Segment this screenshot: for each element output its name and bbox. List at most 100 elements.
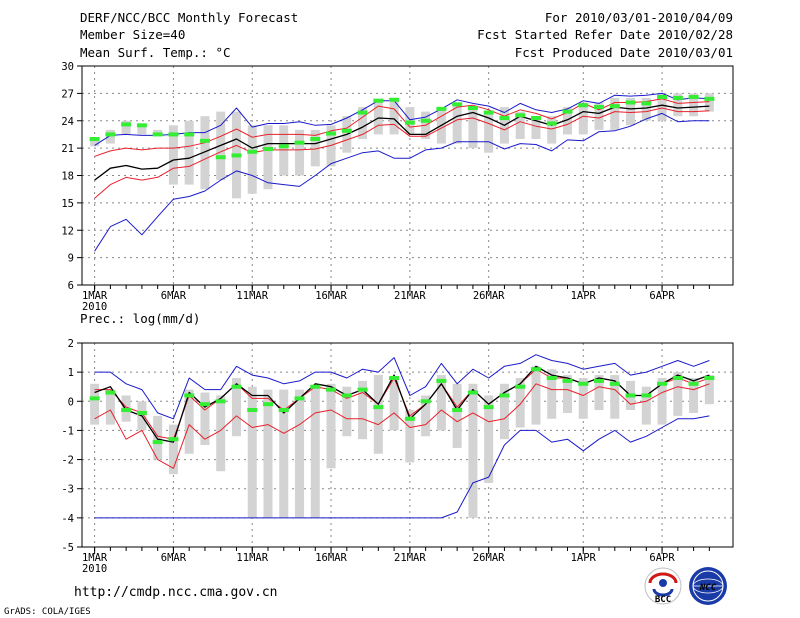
precip-title: Prec.: log(mm/d) (80, 311, 200, 326)
green-marker (436, 106, 447, 111)
ensemble-box (531, 116, 541, 139)
ensemble-box (673, 372, 683, 416)
ensemble-box (326, 383, 336, 469)
ensemble-box (468, 383, 478, 518)
y-tick-label: 1 (68, 367, 74, 379)
green-marker (546, 121, 557, 126)
ensemble-box (389, 377, 399, 431)
ensemble-box (421, 395, 431, 437)
ncc-logo: NCC (689, 567, 727, 605)
green-marker (578, 103, 589, 108)
y-tick-label: 27 (61, 88, 74, 100)
green-marker (562, 109, 573, 114)
ensemble-box (484, 111, 494, 153)
green-marker (404, 416, 415, 421)
ensemble-box (452, 383, 462, 448)
ensemble-box (704, 375, 714, 405)
green-marker (452, 102, 463, 107)
x-tick-label: 16MAR (315, 552, 347, 564)
x-tick-label: 11MAR (236, 290, 268, 302)
green-marker (515, 113, 526, 118)
green-marker (578, 381, 589, 386)
x-year-label: 2010 (82, 563, 107, 575)
ensemble-box (263, 125, 273, 190)
forecast-produced-date: Fcst Produced Date 2010/03/01 (515, 45, 733, 60)
red-lower-line (94, 107, 710, 199)
ensemble-box (515, 377, 525, 428)
green-marker (499, 116, 510, 121)
ensemble-box (263, 389, 273, 518)
green-marker (499, 393, 510, 398)
green-marker (215, 399, 226, 404)
x-year-label: 2010 (82, 301, 107, 313)
ensemble-box (153, 129, 163, 135)
ensemble-box (184, 120, 194, 185)
green-marker (215, 155, 226, 160)
ensemble-box (90, 139, 100, 147)
blue-lower-line (94, 112, 710, 252)
green-marker (452, 408, 463, 413)
ensemble-box (279, 389, 289, 518)
green-marker (641, 101, 652, 106)
green-marker (467, 105, 478, 110)
y-tick-label: 2 (68, 338, 74, 350)
green-marker (184, 132, 195, 137)
x-tick-label: 11MAR (236, 552, 268, 564)
ensemble-box (153, 415, 163, 460)
ensemble-box (562, 375, 572, 413)
ensemble-box (657, 93, 667, 121)
y-tick-label: -3 (61, 484, 74, 496)
ensemble-box (673, 93, 683, 117)
green-marker (483, 405, 494, 410)
ensemble-box (531, 366, 541, 425)
ensemble-box (310, 386, 320, 518)
ensemble-box (578, 102, 588, 135)
ensemble-box (657, 377, 667, 425)
ensemble-box (436, 375, 446, 431)
ensemble-box (358, 107, 368, 139)
green-marker (625, 393, 636, 398)
green-marker (136, 123, 147, 128)
ensemble-box (641, 386, 651, 425)
green-marker (657, 95, 668, 100)
x-tick-label: 6APR (649, 290, 675, 302)
ensemble-box (689, 93, 699, 117)
green-marker (168, 437, 179, 442)
green-marker (294, 396, 305, 401)
ensemble-box (358, 380, 368, 440)
ensemble-box (168, 125, 178, 185)
green-marker (420, 118, 431, 123)
x-tick-label: 26MAR (473, 552, 505, 564)
ensemble-box (184, 389, 194, 454)
ensemble-box (295, 129, 305, 176)
green-marker (121, 408, 132, 413)
ensemble-box (121, 120, 131, 135)
ensemble-box (216, 395, 226, 472)
x-tick-label: 6MAR (161, 290, 187, 302)
green-marker (89, 137, 100, 141)
x-tick-label: 26MAR (473, 290, 505, 302)
y-tick-label: 12 (61, 225, 74, 237)
green-marker (121, 122, 132, 127)
ensemble-box (689, 377, 699, 413)
green-marker (688, 95, 699, 100)
green-marker (136, 410, 147, 415)
green-marker (672, 375, 683, 380)
red-lower-line (94, 383, 710, 469)
green-marker (373, 405, 384, 410)
green-marker (310, 384, 321, 389)
green-marker (704, 96, 715, 101)
ensemble-box (484, 395, 494, 483)
ensemble-box (641, 97, 651, 121)
ensemble-box (704, 93, 714, 112)
x-tick-label: 6MAR (161, 552, 187, 564)
ensemble-box (594, 102, 604, 130)
x-tick-label: 21MAR (394, 290, 426, 302)
figure-title: DERF/NCC/BCC Monthly Forecast (80, 10, 298, 25)
ncc-logo-text: NCC (699, 583, 717, 593)
median-line (94, 104, 710, 181)
green-marker (594, 378, 605, 383)
ensemble-box (295, 389, 305, 518)
